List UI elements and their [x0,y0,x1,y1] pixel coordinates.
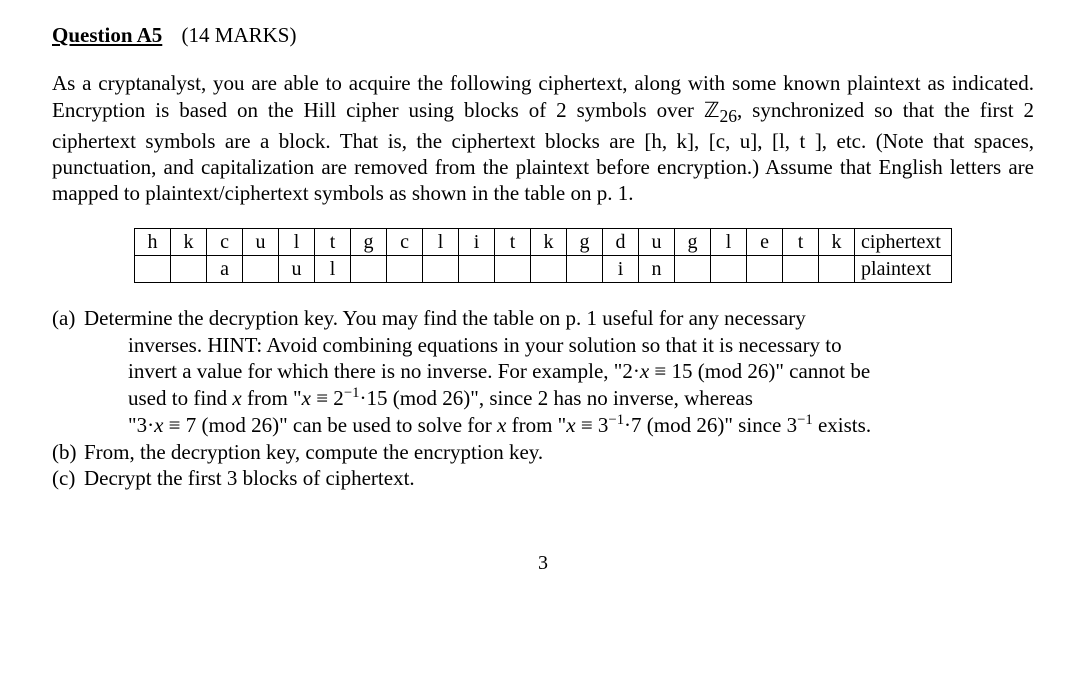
part-a-line2: invert a value for which there is no inv… [128,358,1034,384]
ct-cell: l [423,229,459,256]
ct-cell: g [675,229,711,256]
ct-cell: g [351,229,387,256]
pt-cell [459,256,495,283]
part-c: (c) Decrypt the first 3 blocks of cipher… [52,465,1034,491]
part-a-line4: "3·x ≡ 7 (mod 26)" can be used to solve … [128,411,1034,438]
part-a-line3: used to find x from "x ≡ 2−1·15 (mod 26)… [128,384,1034,411]
pt-cell [171,256,207,283]
plaintext-row: a u l i n plaintext [135,256,952,283]
ct-cell: g [567,229,603,256]
pt-cell: l [315,256,351,283]
pt-cell [783,256,819,283]
pt-cell [567,256,603,283]
ct-cell: c [207,229,243,256]
pt-cell [243,256,279,283]
ct-cell: c [387,229,423,256]
pt-cell: a [207,256,243,283]
intro-z-symbol: ℤ [704,98,720,122]
pt-cell: u [279,256,315,283]
pt-cell: n [639,256,675,283]
question-intro: As a cryptanalyst, you are able to acqui… [52,70,1034,206]
ct-cell: l [711,229,747,256]
pt-cell [351,256,387,283]
ct-cell: t [315,229,351,256]
question-marks: (14 MARKS) [182,23,297,47]
ct-cell: i [459,229,495,256]
pt-cell [495,256,531,283]
plaintext-label: plaintext [855,256,952,283]
ct-cell: t [783,229,819,256]
ct-cell: t [495,229,531,256]
part-a-body-indented: inverses. HINT: Avoid combining equation… [84,332,1034,439]
pt-cell [531,256,567,283]
ct-cell: e [747,229,783,256]
part-b: (b) From, the decryption key, compute th… [52,439,1034,465]
page-number: 3 [52,551,1034,576]
ct-cell: k [531,229,567,256]
part-a-cont: inverses. HINT: Avoid combining equation… [52,332,1034,439]
pt-cell [711,256,747,283]
part-b-label: (b) [52,439,84,465]
ct-cell: u [639,229,675,256]
part-c-label: (c) [52,465,84,491]
ct-cell: k [171,229,207,256]
part-a-line0: Determine the decryption key. You may fi… [84,305,1034,331]
question-parts: (a) Determine the decryption key. You ma… [52,305,1034,491]
cipher-table: h k c u l t g c l i t k g d u g l e t k … [134,228,952,283]
pt-cell [387,256,423,283]
pt-cell: i [603,256,639,283]
intro-z-sub: 26 [719,106,737,126]
part-b-body: From, the decryption key, compute the en… [84,439,1034,465]
pt-cell [747,256,783,283]
part-a-label: (a) [52,305,84,331]
ciphertext-label: ciphertext [855,229,952,256]
question-header: Question A5 (14 MARKS) [52,22,1034,48]
part-a-line1: inverses. HINT: Avoid combining equation… [128,332,1034,358]
pt-cell [135,256,171,283]
intro-z26: ℤ26 [704,98,737,122]
ct-cell: u [243,229,279,256]
pt-cell [819,256,855,283]
question-number: Question A5 [52,23,162,47]
ciphertext-row: h k c u l t g c l i t k g d u g l e t k … [135,229,952,256]
part-a: (a) Determine the decryption key. You ma… [52,305,1034,331]
part-c-body: Decrypt the first 3 blocks of ciphertext… [84,465,1034,491]
ct-cell: h [135,229,171,256]
part-a-body: Determine the decryption key. You may fi… [84,305,1034,331]
ct-cell: l [279,229,315,256]
pt-cell [675,256,711,283]
ct-cell: k [819,229,855,256]
pt-cell [423,256,459,283]
ct-cell: d [603,229,639,256]
